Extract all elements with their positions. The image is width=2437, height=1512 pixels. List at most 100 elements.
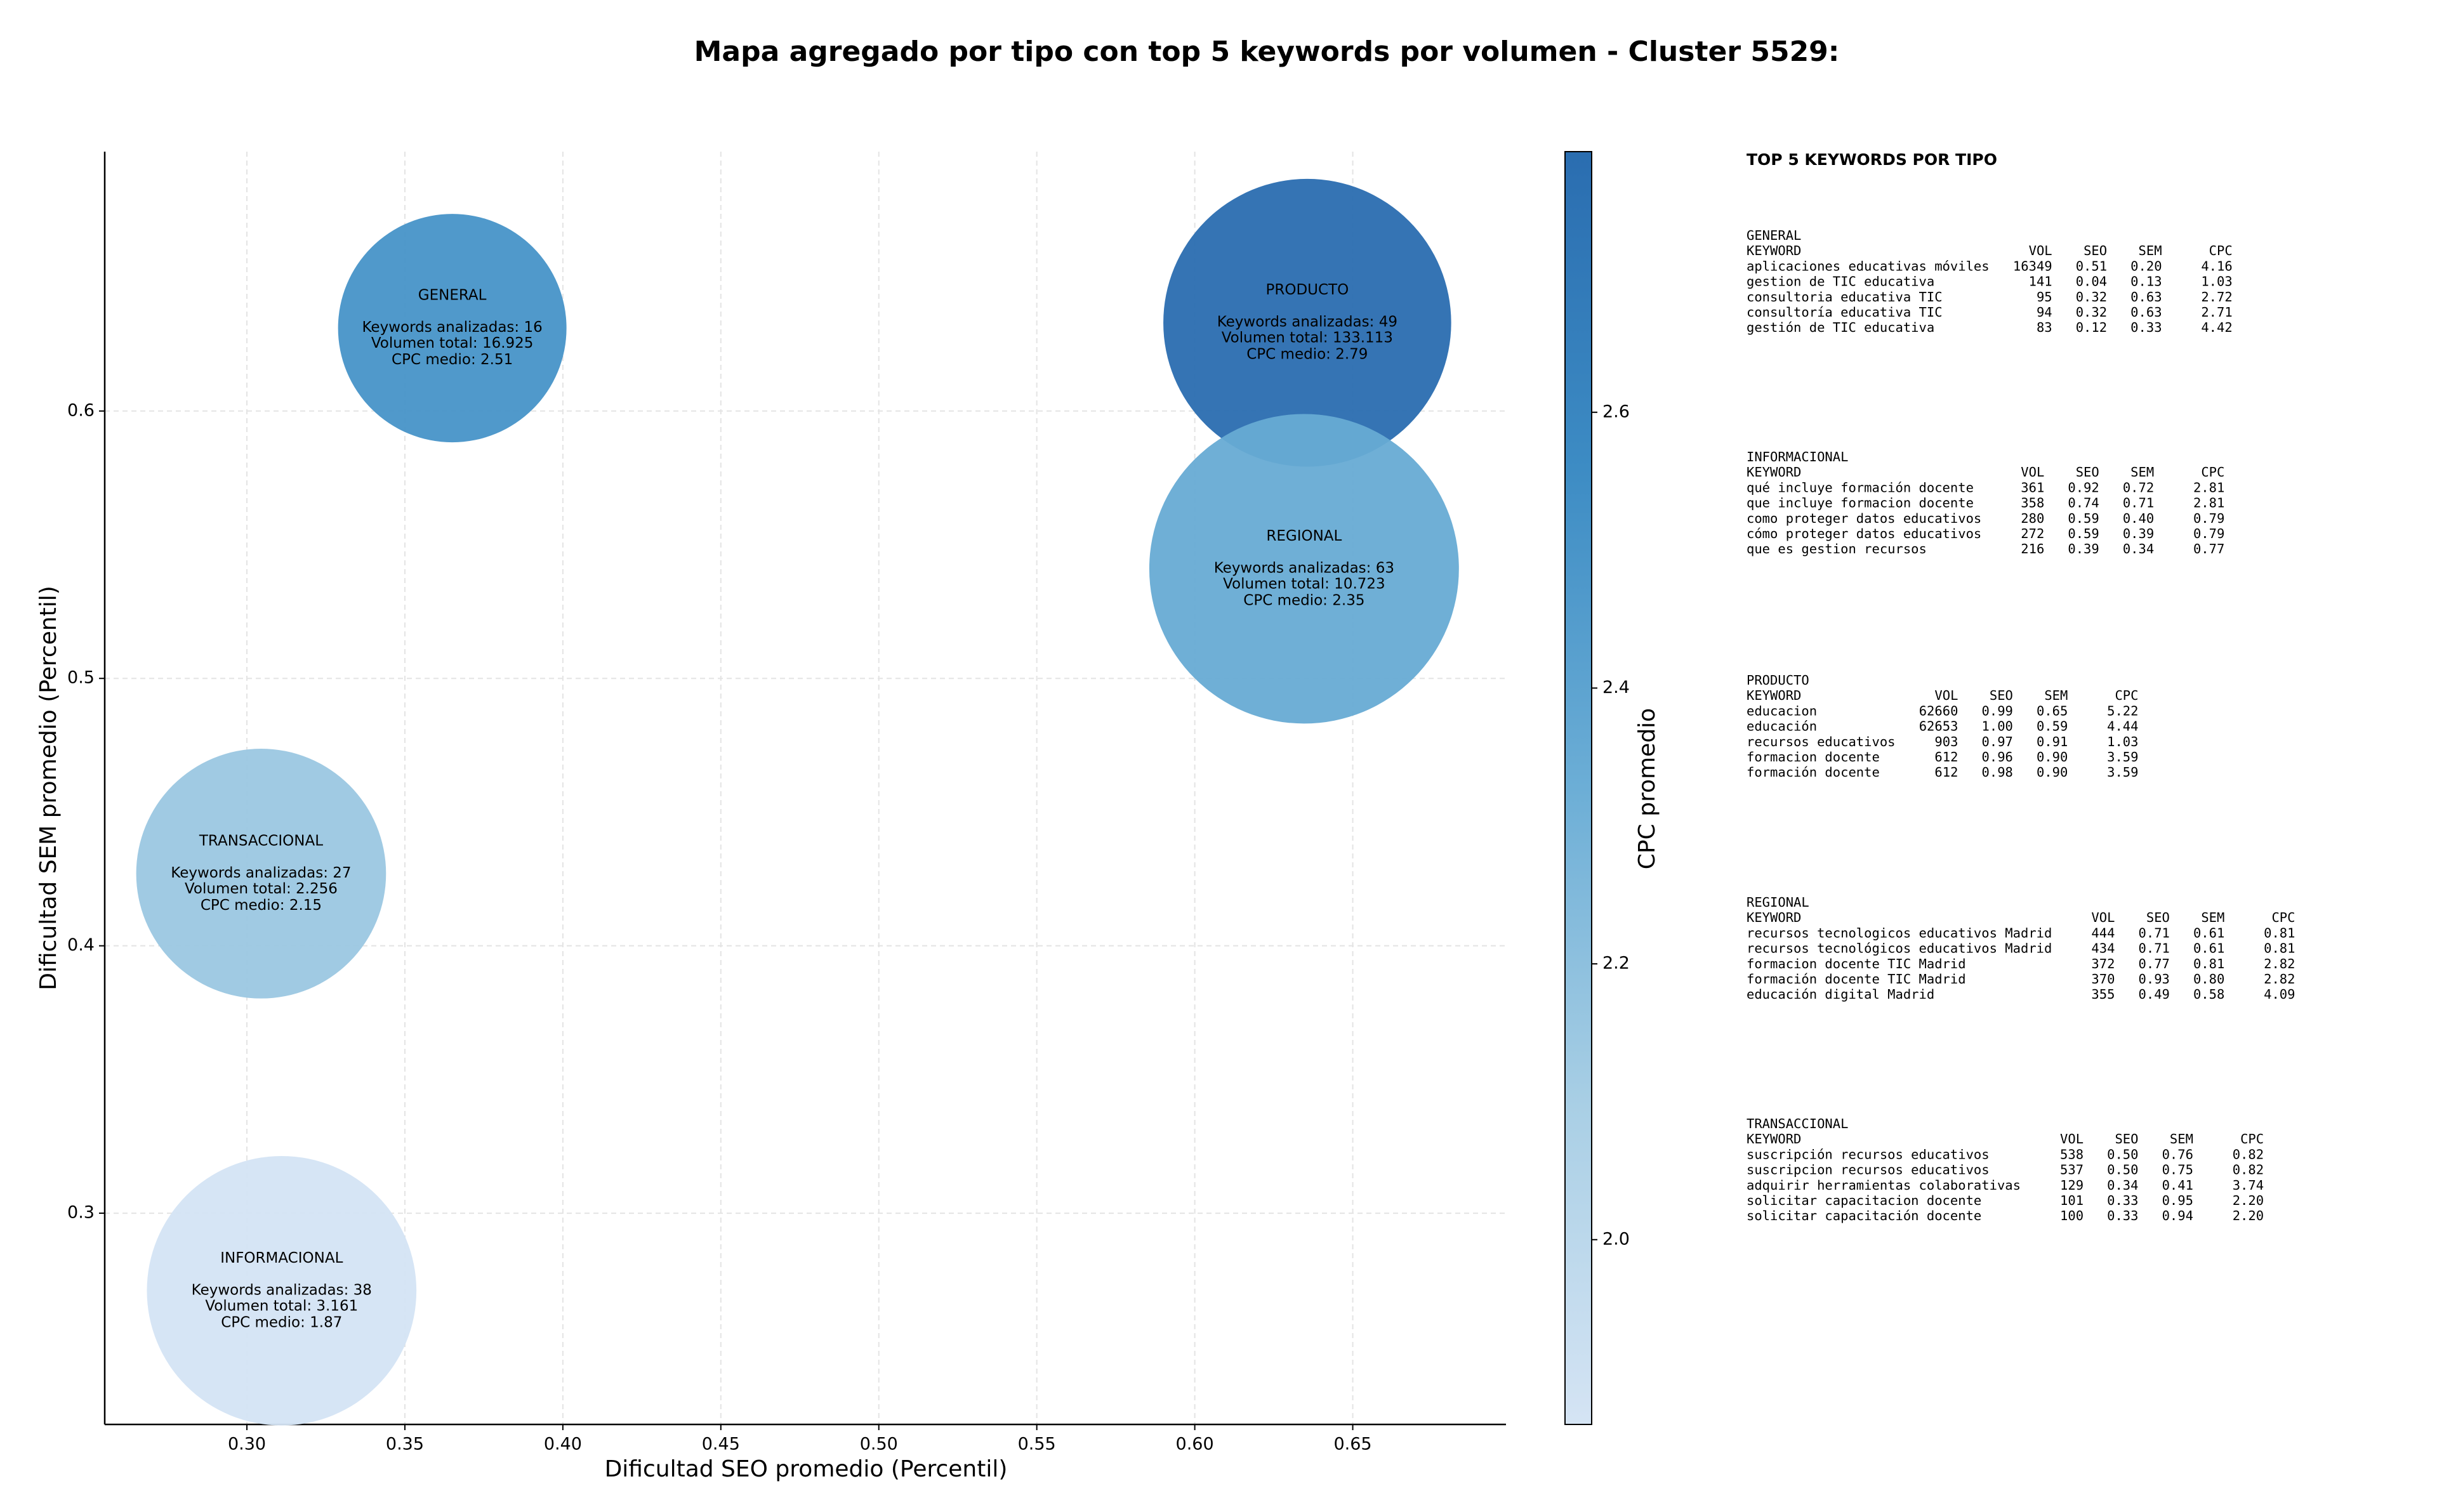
panel-cell: 0.97 [1982,734,2013,749]
panel-cell: 95 [2037,289,2052,305]
panel-cell: como proteger datos educativos [1747,511,1981,526]
panel-cell: cómo proteger datos educativos [1747,526,1981,541]
cpc-label-prefix: CPC medio: [201,897,289,913]
panel-cell: 444 [2091,925,2115,940]
panel-cell: 4.42 [2201,320,2232,335]
panel-cell: 0.94 [2162,1208,2193,1223]
colorbar [1564,151,1592,1425]
panel-header: KEYWORD [1747,688,1801,703]
cpc-label-value: 2.51 [480,352,513,368]
x-tick-label: 0.65 [1333,1435,1371,1454]
panel-cell: consultoría educativa TIC [1747,305,1943,320]
cpc-label-prefix: CPC medio: [1243,592,1332,608]
panel-header: SEO [1990,688,2013,703]
keywords-label-prefix: Keywords analizadas: [1214,560,1376,576]
panel-header: SEO [2076,464,2099,480]
panel-group-name: TRANSACCIONAL [1747,1116,1848,1131]
bubble [338,214,567,443]
keywords-label-value: 63 [1376,560,1394,576]
panel-cell: 272 [2021,526,2044,541]
x-axis-label: Dificultad SEO promedio (Percentil) [605,1456,1008,1482]
panel-cell: 0.72 [2123,480,2154,495]
panel-cell: 280 [2021,511,2044,526]
panel-cell: solicitar capacitación docente [1747,1208,1981,1223]
panel-cell: suscripción recursos educativos [1747,1147,1990,1162]
panel-cell: 62660 [1919,703,1958,718]
keywords-label-prefix: Keywords analizadas: [1217,313,1379,330]
panel-cell: 0.91 [2037,734,2068,749]
volume-label-prefix: Volumen total: [1222,329,1333,346]
panel-cell: educacion [1747,703,1817,718]
panel-cell: 0.39 [2068,541,2099,556]
panel-cell: 0.39 [2123,526,2154,541]
panel-cell: 2.72 [2201,289,2232,305]
panel-header: SEM [2170,1131,2193,1147]
panel-header: VOL [2029,243,2052,258]
panel-cell: 0.41 [2162,1178,2193,1193]
chart-title: Mapa agregado por tipo con top 5 keyword… [694,36,1840,68]
panel-cell: 4.09 [2264,987,2295,1002]
panel-header: VOL [2091,910,2115,925]
panel-cell: 0.90 [2037,765,2068,780]
panel-cell: solicitar capacitacion docente [1747,1193,1981,1208]
panel-cell: 2.82 [2264,956,2295,971]
volume-label-prefix: Volumen total: [205,1298,316,1314]
panel-cell: que incluye formacion docente [1747,496,1974,511]
x-tick-label: 0.45 [702,1435,740,1454]
panel-cell: 0.51 [2076,258,2107,273]
cpc-label-value: 2.35 [1332,592,1364,608]
cpc-label: CPC medio: 2.15 [201,897,322,913]
panel-cell: 0.61 [2193,941,2224,956]
panel-header: CPC [2201,464,2224,480]
panel-cell: 537 [2060,1162,2084,1178]
panel-cell: 0.04 [2076,274,2107,289]
panel-header: VOL [1934,688,1958,703]
keywords-label-value: 16 [524,319,542,336]
volume-label-prefix: Volumen total: [1223,575,1334,592]
keywords-label-prefix: Keywords analizadas: [192,1282,353,1298]
cpc-label: CPC medio: 1.87 [221,1314,342,1331]
colorbar-tick-label: 2.6 [1602,402,1630,421]
panel-header: CPC [2240,1131,2264,1147]
panel-cell: 2.20 [2233,1193,2264,1208]
cpc-label-prefix: CPC medio: [221,1314,310,1331]
cpc-label: CPC medio: 2.79 [1246,346,1368,362]
volume-label-value: 16.925 [482,335,533,352]
panel-cell: aplicaciones educativas móviles [1747,258,1990,273]
panel-cell: formacion docente TIC Madrid [1747,956,1966,971]
panel-header: SEO [2146,910,2170,925]
panel-cell: 4.44 [2107,719,2138,734]
keywords-label-value: 49 [1379,313,1397,330]
panel-cell: 101 [2060,1193,2084,1208]
keywords-label: Keywords analizadas: 27 [171,864,351,881]
panel-cell: 434 [2091,941,2115,956]
keywords-label-value: 38 [353,1282,372,1298]
panel-group-name: INFORMACIONAL [1747,449,1848,464]
panel-cell: 0.81 [2264,925,2295,940]
volume-label-value: 2.256 [296,880,338,897]
panel-cell: 0.59 [2037,719,2068,734]
panel-cell: 0.49 [2139,987,2170,1002]
panel-cell: 0.77 [2193,541,2224,556]
panel-cell: 0.81 [2264,941,2295,956]
cpc-label-prefix: CPC medio: [392,352,480,368]
panel-cell: 83 [2037,320,2052,335]
volume-label-value: 3.161 [316,1298,358,1314]
bubble-name: REGIONAL [1266,528,1342,544]
panel-header: KEYWORD [1747,243,1801,258]
panel-cell: 0.71 [2139,941,2170,956]
panel-cell: 2.81 [2193,480,2224,495]
panel-cell: 0.92 [2068,480,2099,495]
panel-cell: suscripcion recursos educativos [1747,1162,1990,1178]
panel-cell: 0.33 [2130,320,2162,335]
panel-cell: gestion de TIC educativa [1747,274,1934,289]
panel-cell: gestión de TIC educativa [1747,320,1934,335]
panel-cell: 0.59 [2068,526,2099,541]
panel-cell: 0.96 [1982,749,2013,765]
panel-cell: 141 [2029,274,2052,289]
panel-cell: 612 [1934,765,1958,780]
panel-cell: que es gestion recursos [1747,541,1927,556]
panel-cell: 0.74 [2068,496,2099,511]
panel-cell: 0.32 [2076,289,2107,305]
